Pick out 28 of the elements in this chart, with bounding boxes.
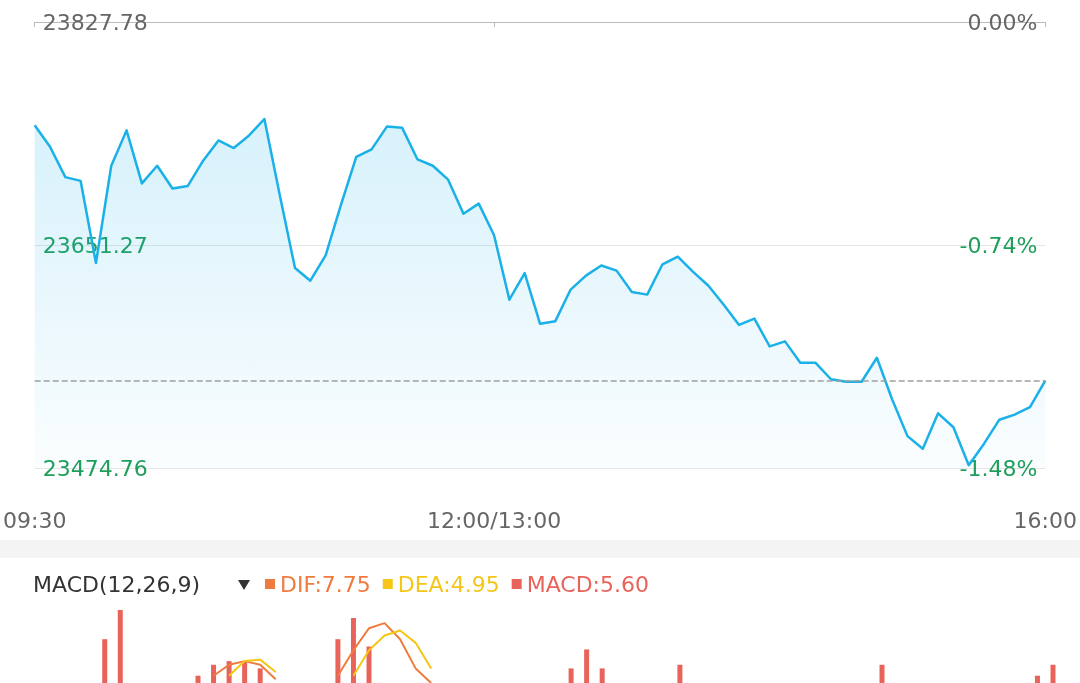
bar: [1050, 664, 1056, 683]
y-tick-label: 23474.76: [42, 455, 148, 481]
bar: [879, 664, 885, 683]
chart-title: MACD(12,26,9): [33, 571, 201, 597]
bar: [335, 639, 341, 683]
bar: [102, 639, 108, 683]
bar: [677, 664, 683, 683]
bar: [242, 661, 248, 683]
bar: [211, 664, 217, 683]
bar: [195, 675, 201, 683]
x-tick-label: 09:30: [3, 507, 67, 533]
bar: [599, 668, 605, 683]
bar: [350, 618, 356, 683]
bar: [584, 649, 590, 683]
legend-label: DEA:4.95: [397, 571, 500, 597]
x-tick-label: 12:00/13:00: [426, 507, 562, 533]
bar: [1034, 675, 1040, 683]
bar: [568, 668, 574, 683]
bar: [257, 668, 263, 683]
bar: [117, 610, 123, 683]
y2-tick-label: -0.74%: [959, 232, 1038, 258]
y2-tick-label: -1.48%: [959, 455, 1038, 481]
x-tick-label: 16:00: [1013, 507, 1077, 533]
legend-label: MACD:5.60: [526, 571, 650, 597]
y2-tick-label: 0.00%: [967, 9, 1038, 35]
bar: [366, 646, 372, 683]
legend-label: DIF:7.75: [280, 571, 371, 597]
y-tick-label: 23827.78: [42, 9, 148, 35]
